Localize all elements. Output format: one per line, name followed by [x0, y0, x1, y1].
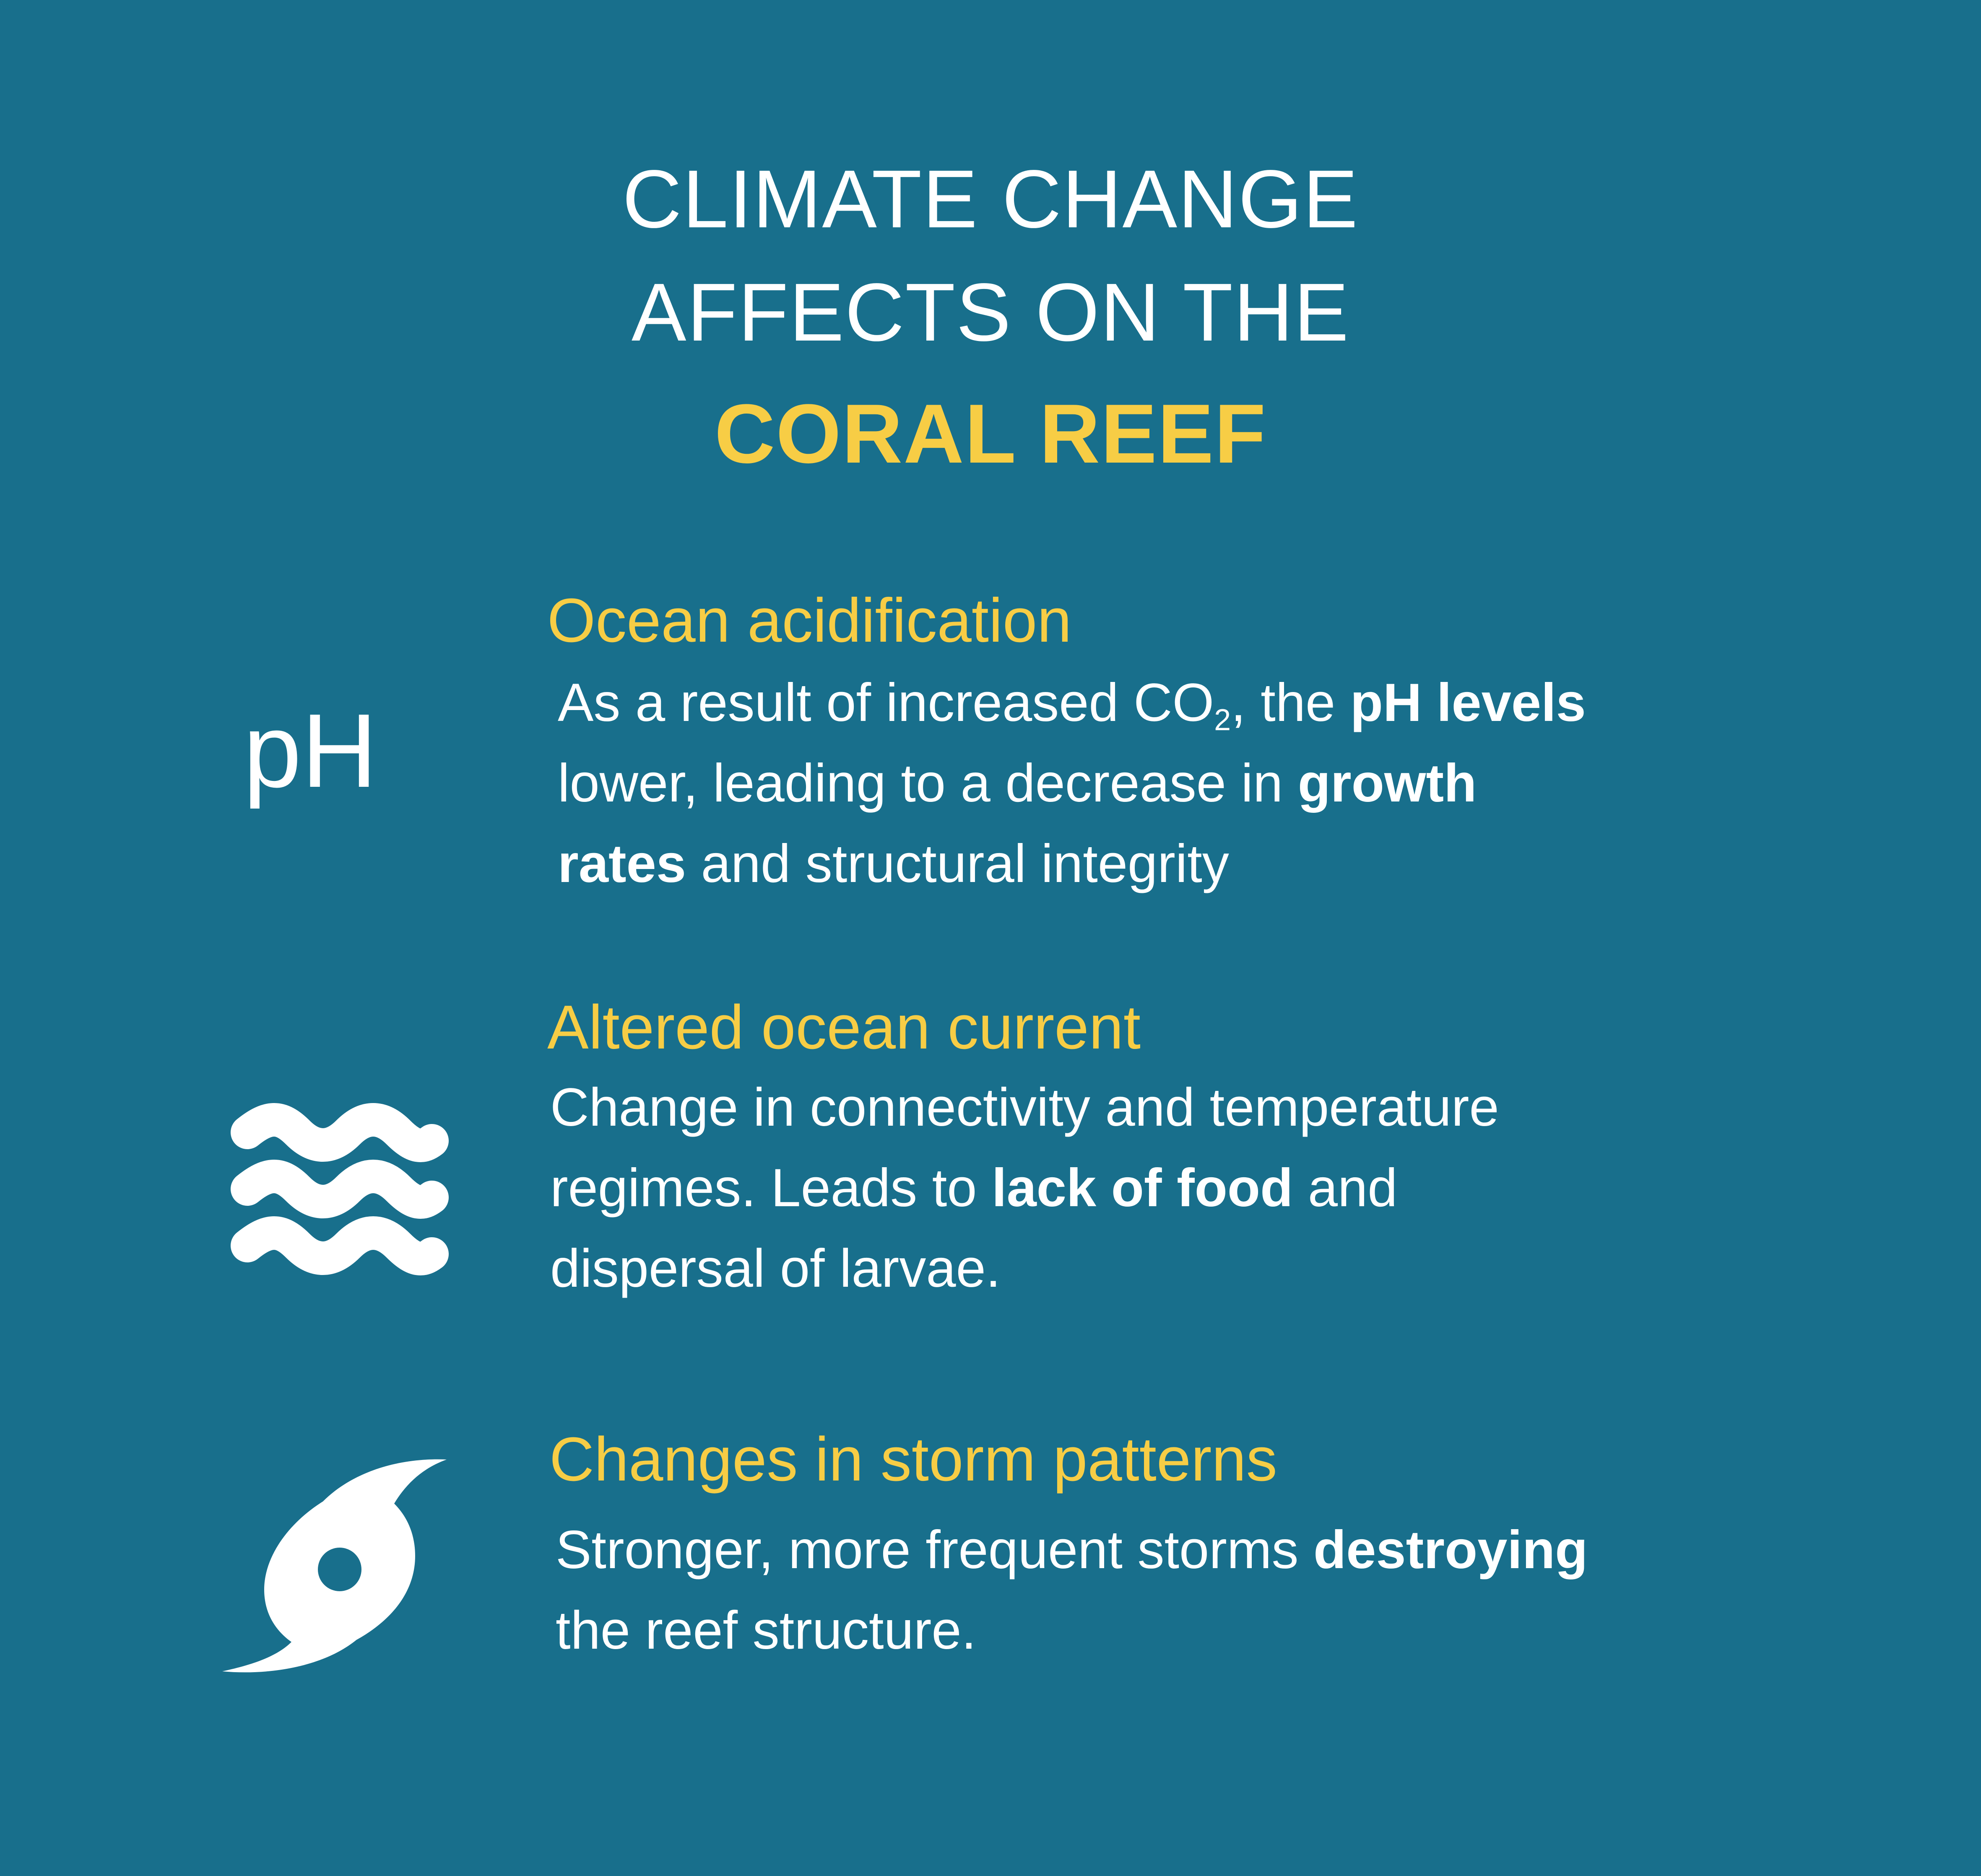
altered-ocean-current-line-1: Change in connectivity and temperature: [550, 1077, 1499, 1137]
hurricane-icon: [222, 1459, 447, 1673]
title-line-3: CORAL REEF: [714, 387, 1267, 481]
waves-icon: [231, 1103, 449, 1275]
storm-patterns-line-2: the reef structure.: [556, 1600, 977, 1660]
section-heading-storm-patterns: Changes in storm patterns: [549, 1425, 1277, 1494]
altered-ocean-current-line-3: dispersal of larvae.: [550, 1239, 1001, 1298]
ocean-acidification-line-1: As a result of increased CO2, the pH lev…: [558, 673, 1586, 737]
ocean-acidification-line-2: lower, leading to a decrease in growth: [558, 753, 1477, 813]
title-line-1: CLIMATE CHANGE: [622, 153, 1359, 245]
section-heading-altered-ocean-current: Altered ocean current: [547, 993, 1141, 1062]
ph-icon: pH: [243, 692, 377, 809]
title-line-2: AFFECTS ON THE: [631, 266, 1350, 358]
ocean-acidification-line-3: rates and structural integrity: [558, 834, 1229, 894]
storm-patterns-line-1: Stronger, more frequent storms destroyin…: [556, 1520, 1588, 1580]
altered-ocean-current-line-2: regimes. Leads to lack of food and: [550, 1158, 1398, 1218]
section-heading-ocean-acidification: Ocean acidification: [547, 586, 1072, 655]
